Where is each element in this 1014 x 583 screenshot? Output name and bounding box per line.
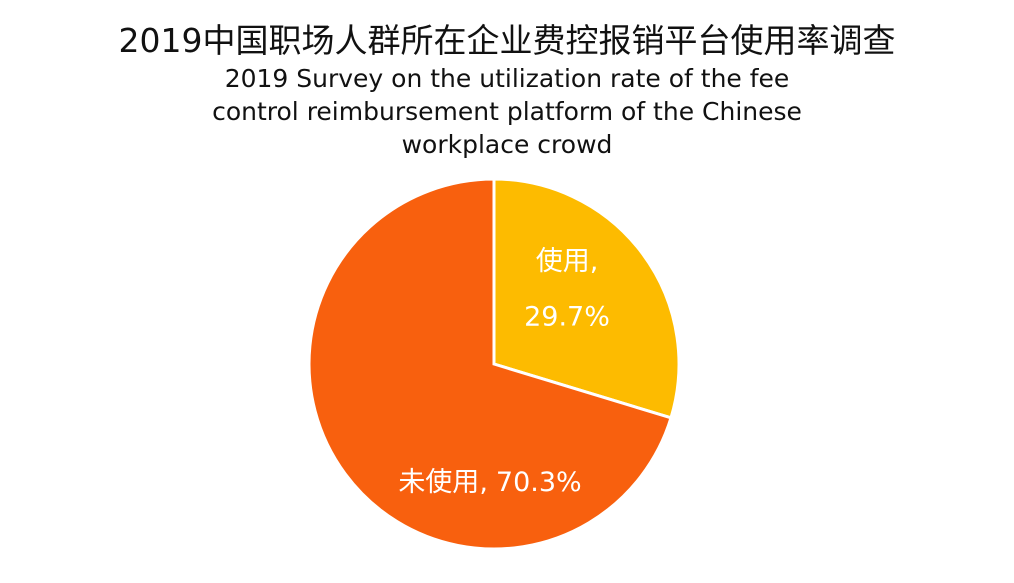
pie-slice [492, 177, 681, 420]
chart-subtitle: 2019 Survey on the utilization rate of t… [212, 64, 802, 159]
data-label: 使用, [536, 246, 599, 277]
data-label-category: 使用 [536, 246, 590, 277]
data-label-separator: , [590, 246, 599, 277]
data-label-value: 29.7% [524, 302, 610, 333]
data-label-category: 未使用 [398, 467, 479, 498]
data-label-value: 70.3% [496, 467, 582, 498]
pie-slice [307, 177, 673, 551]
data-label: 未使用, 70.3% [398, 467, 581, 498]
data-label-separator: , [479, 467, 488, 498]
chart-title: 2019中国职场人群所在企业费控报销平台使用率调查 [118, 21, 896, 60]
